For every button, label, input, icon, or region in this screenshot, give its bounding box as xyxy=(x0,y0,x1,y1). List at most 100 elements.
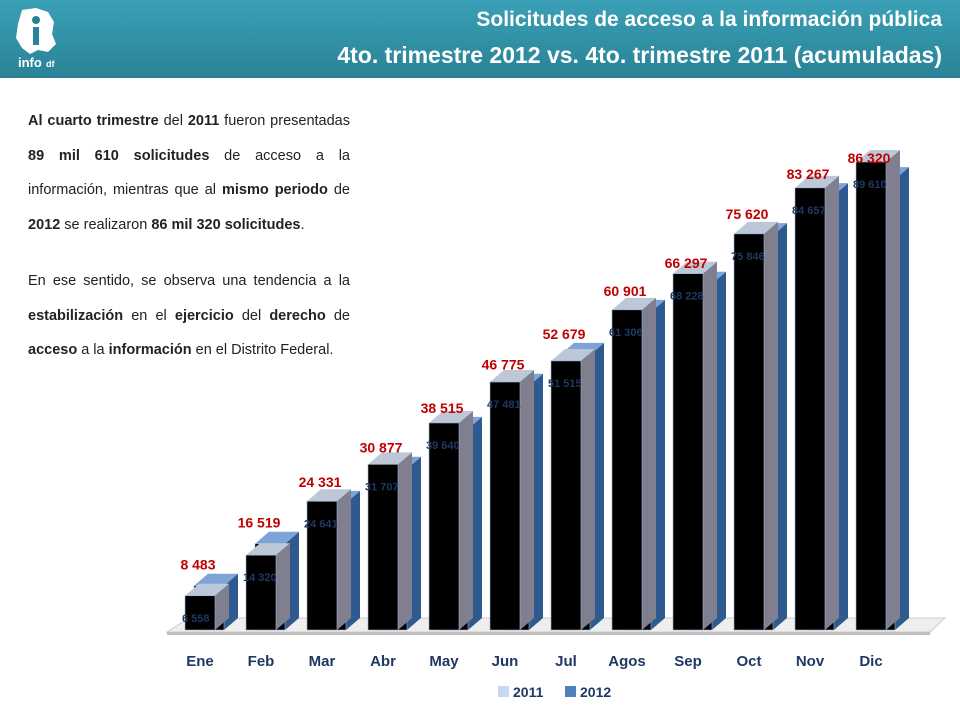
p1-segment: de acceso a la información, mientras que… xyxy=(28,147,350,199)
data-label-2011: 6 558 xyxy=(182,613,210,625)
x-tick-label: Mar xyxy=(309,653,336,670)
p1-segment: del xyxy=(158,113,188,129)
p2-segment: En ese sentido, se observa una tendencia… xyxy=(28,273,350,289)
data-label-2011: 68 228 xyxy=(670,291,704,303)
bar-2011-nov-side xyxy=(825,175,839,631)
bar-2011-oct xyxy=(733,233,765,631)
data-label-2011: 14 320 xyxy=(243,572,277,584)
p1-segment: 86 mil 320 solicitudes xyxy=(151,216,301,233)
bar-2011-sep xyxy=(672,273,704,631)
bar-2011-feb xyxy=(245,554,277,631)
data-label-2012: 24 331 xyxy=(299,474,342,490)
p2-segment: de xyxy=(325,307,350,324)
legend-label-2011: 2011 xyxy=(513,684,544,700)
bar-2011-ene-side xyxy=(215,583,229,630)
x-tick-label: Oct xyxy=(736,653,761,670)
bar-2011-jun xyxy=(489,381,521,631)
legend-swatch-2012 xyxy=(565,686,576,697)
data-label-2012: 52 679 xyxy=(543,326,586,342)
bar-2011-oct-top xyxy=(734,221,778,234)
chart-floor-edge xyxy=(167,632,930,635)
bar-2011-sep-top xyxy=(673,261,717,274)
bar-2011-agos-side xyxy=(642,297,656,630)
data-label-2012: 8 483 xyxy=(180,557,215,573)
data-label-2012: 60 901 xyxy=(604,283,647,299)
p2-segment: información xyxy=(108,342,192,358)
x-tick-label: Agos xyxy=(608,653,646,670)
p1-segment: 2011 xyxy=(187,113,220,129)
logo-text: info xyxy=(18,55,42,70)
data-label-2011: 89 610 xyxy=(853,179,887,191)
bar-2011-jul-side xyxy=(581,348,595,630)
p2-segment: en el xyxy=(123,307,175,324)
bar-2011-abr-top xyxy=(368,452,412,465)
bar-2011-mar-side xyxy=(337,489,351,630)
data-label-2011: 24 641 xyxy=(304,518,338,530)
data-label-2011: 75 846 xyxy=(731,251,765,263)
bar-2011-dic-side xyxy=(886,150,900,630)
data-label-2011: 84 657 xyxy=(792,205,826,217)
x-tick-label: Abr xyxy=(370,653,396,670)
p1-segment: Al cuarto trimestre xyxy=(28,113,159,129)
bar-2011-nov-top xyxy=(795,175,839,188)
bar-2012-ene-top xyxy=(194,573,238,586)
bar-2011-ene xyxy=(184,595,216,631)
bar-2011-may-top xyxy=(429,410,473,423)
data-label-2012: 66 297 xyxy=(665,255,708,271)
x-tick-label: Jul xyxy=(555,653,577,670)
bar-2011-agos xyxy=(611,309,643,631)
data-label-2011: 31 707 xyxy=(365,481,399,493)
bar-2011-sep-side xyxy=(703,261,717,630)
legend-swatch-2011 xyxy=(498,686,509,697)
p2-segment: ejercicio xyxy=(174,307,234,324)
p1-segment: . xyxy=(300,216,305,233)
data-label-2012: 30 877 xyxy=(360,440,403,456)
bar-2011-feb-top xyxy=(246,543,290,556)
p2-segment: del xyxy=(233,307,270,324)
bar-2011-may xyxy=(428,422,460,631)
bar-2011-jun-top xyxy=(490,370,534,383)
p2-segment: acceso xyxy=(28,342,78,358)
bar-2011-dic xyxy=(855,161,887,631)
data-label-2011: 47 481 xyxy=(487,399,521,411)
p2-segment: a la xyxy=(77,342,109,358)
x-tick-label: May xyxy=(429,653,459,670)
data-label-2012: 46 775 xyxy=(482,357,525,373)
x-tick-label: Nov xyxy=(796,653,825,670)
p2-segment: derecho xyxy=(269,307,326,324)
p1-segment: fueron presentadas xyxy=(219,113,350,129)
p1-segment: se realizaron xyxy=(60,216,152,233)
data-label-2012: 86 320 xyxy=(848,150,891,166)
legend-label-2012: 2012 xyxy=(580,684,611,700)
x-tick-label: Feb xyxy=(248,653,275,670)
bar-2012-feb-top xyxy=(255,531,299,544)
data-label-2011: 61 306 xyxy=(609,327,643,339)
logo-subtext: df xyxy=(46,59,55,69)
x-tick-label: Sep xyxy=(674,653,702,670)
p2-segment: en el Distrito Federal. xyxy=(191,342,334,358)
bar-2011-oct-side xyxy=(764,221,778,631)
p1-segment: de xyxy=(327,182,350,198)
bar-2011-may-side xyxy=(459,410,473,630)
bar-2011-ene-top xyxy=(185,583,229,596)
x-tick-label: Dic xyxy=(859,653,882,670)
data-label-2012: 83 267 xyxy=(787,166,830,182)
p1-segment: 89 mil 610 solicitudes xyxy=(28,147,210,164)
bar-2011-dic-top xyxy=(856,150,900,162)
x-tick-label: Jun xyxy=(492,653,519,670)
header-banner: info df Solicitudes de acceso a la infor… xyxy=(0,0,960,78)
description-paragraph-2: En ese sentido, se observa una tendencia… xyxy=(28,264,350,368)
x-tick-label: Ene xyxy=(186,653,214,670)
bar-2011-mar-top xyxy=(307,489,351,502)
p2-segment: estabilización xyxy=(28,307,124,324)
bar-2011-agos-top xyxy=(612,297,656,310)
bar-2011-mar xyxy=(306,501,338,631)
p1-segment: mismo periodo xyxy=(221,182,328,198)
bar-2011-abr-side xyxy=(398,452,412,630)
description-text: Al cuarto trimestre del 2011 fueron pres… xyxy=(28,104,350,390)
page-title-line2: 4to. trimestre 2012 vs. 4to. trimestre 2… xyxy=(337,42,942,68)
bar-2011-jul-top xyxy=(551,348,595,361)
description-paragraph-1: Al cuarto trimestre del 2011 fueron pres… xyxy=(28,104,350,242)
data-label-2012: 75 620 xyxy=(726,206,769,222)
